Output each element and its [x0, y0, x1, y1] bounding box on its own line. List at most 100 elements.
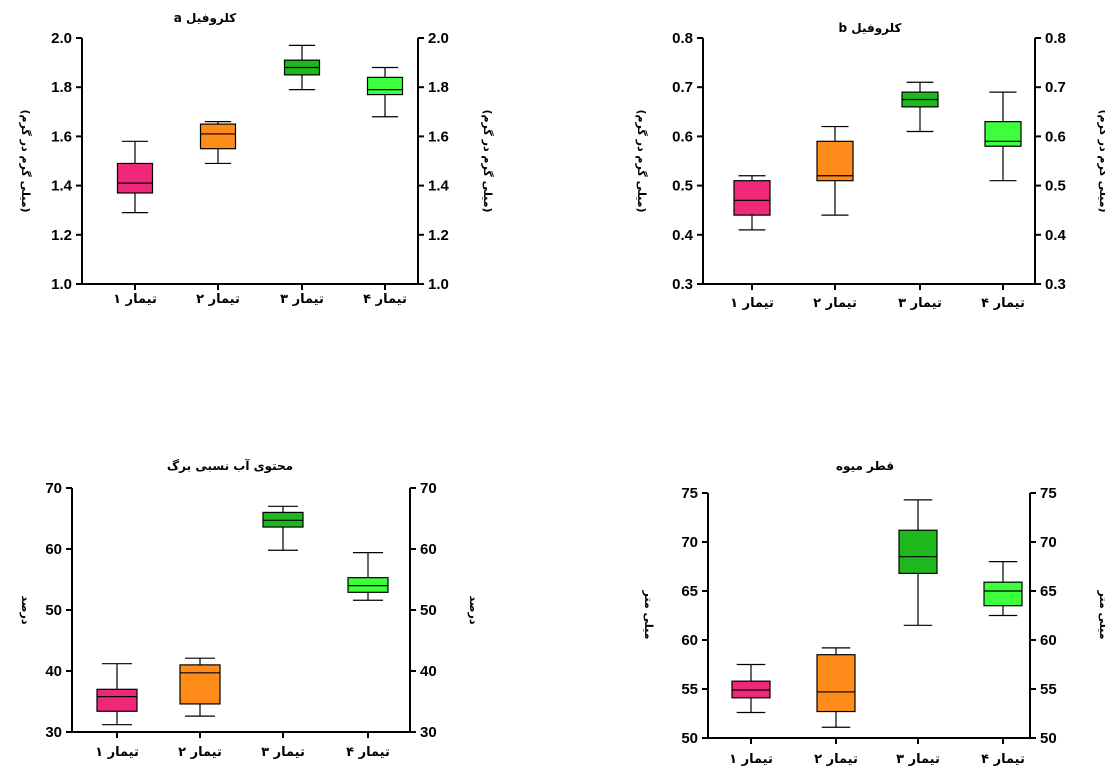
- x-category-label: تیمار ۴: [346, 745, 390, 760]
- chart-title: کلروفیل a: [174, 11, 237, 26]
- box-plot-3: [898, 499, 938, 626]
- x-category-label: تیمار ۴: [981, 752, 1025, 767]
- y-tick-label-right: 0.4: [1045, 227, 1067, 244]
- iqr-box: [179, 664, 221, 705]
- y-tick-label-right: 70: [1040, 534, 1057, 551]
- iqr-box: [984, 121, 1022, 147]
- x-category-label: تیمار ۱: [729, 752, 773, 767]
- y-tick-label-left: 75: [681, 485, 698, 502]
- y-tick-label-right: 1.2: [428, 227, 449, 244]
- chart-title: قطر میوه: [836, 459, 894, 474]
- y-tick-label-right: 40: [420, 663, 437, 680]
- y-tick-label-right: 30: [420, 724, 437, 741]
- chart-panel-3: 30 30 40 40 50 50 60 60 70 70 تیمار ۱ تیمار ۲ تیمار …: [19, 458, 480, 760]
- y-tick-label-left: 40: [45, 663, 62, 680]
- iqr-box: [816, 654, 856, 713]
- box-plot-4: [984, 91, 1022, 182]
- y-tick-label-right: 50: [420, 602, 437, 619]
- y-tick-label-right: 0.5: [1045, 178, 1066, 195]
- box-plot-2: [816, 647, 856, 728]
- iqr-box: [366, 76, 404, 96]
- y-tick-label-left: 2.0: [51, 30, 72, 47]
- y-axis-label-right: میلی متر: [1097, 590, 1105, 640]
- iqr-box: [347, 577, 389, 593]
- y-axis-label-right: (میلی گرم در گرم): [1097, 109, 1105, 212]
- iqr-box: [733, 180, 771, 216]
- y-tick-label-left: 30: [45, 724, 62, 741]
- box-plot-1: [733, 175, 771, 231]
- chart-title: محتوی آب نسبی برگ: [167, 458, 293, 474]
- y-tick-label-right: 65: [1040, 583, 1057, 600]
- y-tick-label-left: 50: [681, 730, 698, 747]
- box-plot-2: [816, 125, 854, 216]
- y-tick-label-left: 0.3: [672, 276, 693, 293]
- y-tick-label-left: 70: [45, 480, 62, 497]
- y-tick-label-left: 0.7: [672, 79, 693, 96]
- x-category-label: تیمار ۱: [113, 292, 157, 307]
- chart-panel-2: 0.3 0.3 0.4 0.4 0.5 0.5 0.6 0.6 0.7 0.7 0.8 0.8 تیما…: [635, 21, 1105, 311]
- y-axis-label-left: درصد: [19, 596, 32, 625]
- y-axis-label-left: میلی متر: [642, 590, 655, 640]
- y-tick-label-right: 0.7: [1045, 79, 1066, 96]
- iqr-box: [116, 162, 154, 194]
- y-axis-label-right: (میلی گرم در گرم): [481, 109, 494, 212]
- y-tick-label-left: 1.8: [51, 79, 72, 96]
- y-tick-label-right: 60: [1040, 632, 1057, 649]
- chart-panel-4: 50 50 55 55 60 60 65 65 70 70 75 75 تیمار ۱ تیمار ۲ تی…: [642, 459, 1105, 767]
- y-tick-label-left: 60: [45, 541, 62, 558]
- y-tick-label-left: 0.5: [672, 178, 693, 195]
- iqr-box: [199, 123, 237, 150]
- x-category-label: تیمار ۲: [814, 752, 858, 767]
- box-plot-4: [347, 552, 389, 601]
- y-tick-label-right: 70: [420, 480, 437, 497]
- chart-title: کلروفیل b: [838, 21, 901, 36]
- y-tick-label-left: 70: [681, 534, 698, 551]
- box-plot-1: [96, 663, 138, 726]
- x-category-label: تیمار ۱: [730, 296, 774, 311]
- iqr-box: [96, 688, 138, 712]
- box-plot-3: [283, 44, 321, 91]
- y-tick-label-right: 75: [1040, 485, 1057, 502]
- y-tick-label-left: 65: [681, 583, 698, 600]
- y-tick-label-right: 1.4: [428, 178, 450, 195]
- x-category-label: تیمار ۳: [280, 292, 324, 307]
- y-tick-label-left: 1.4: [51, 178, 73, 195]
- y-tick-label-left: 60: [681, 632, 698, 649]
- iqr-box: [983, 581, 1023, 607]
- y-tick-label-right: 50: [1040, 730, 1057, 747]
- iqr-box: [262, 511, 304, 528]
- box-plot-3: [901, 81, 939, 133]
- y-tick-label-right: 0.3: [1045, 276, 1066, 293]
- y-tick-label-left: 55: [681, 681, 698, 698]
- chart-panel-1: 1.0 1.0 1.2 1.2 1.4 1.4 1.6 1.6 1.8 1.8 2.0 2.0 تیما…: [19, 11, 494, 307]
- x-category-label: تیمار ۴: [981, 296, 1025, 311]
- y-tick-label-left: 1.6: [51, 128, 72, 145]
- y-tick-label-right: 2.0: [428, 30, 449, 47]
- iqr-box: [898, 529, 938, 574]
- box-plot-4: [983, 560, 1023, 617]
- y-tick-label-right: 55: [1040, 681, 1057, 698]
- x-category-label: تیمار ۲: [178, 745, 222, 760]
- y-tick-label-right: 60: [420, 541, 437, 558]
- x-category-label: تیمار ۲: [813, 296, 857, 311]
- x-category-label: تیمار ۲: [196, 292, 240, 307]
- y-tick-label-right: 1.6: [428, 128, 449, 145]
- box-plot-2: [199, 121, 237, 165]
- y-tick-label-left: 50: [45, 602, 62, 619]
- iqr-box: [816, 140, 854, 182]
- x-category-label: تیمار ۳: [896, 752, 940, 767]
- x-category-label: تیمار ۴: [363, 292, 407, 307]
- y-tick-label-right: 1.8: [428, 79, 449, 96]
- y-axis-label-left: (میلی گرم در گرم): [635, 109, 648, 212]
- box-plot-2: [179, 657, 221, 717]
- y-tick-label-left: 0.8: [672, 30, 693, 47]
- box-plot-1: [116, 140, 154, 214]
- y-tick-label-left: 1.0: [51, 276, 72, 293]
- box-plot-1: [731, 663, 771, 714]
- box-plot-3: [262, 505, 304, 551]
- box-plot-4: [366, 66, 404, 118]
- y-tick-label-right: 0.8: [1045, 30, 1066, 47]
- y-tick-label-left: 1.2: [51, 227, 72, 244]
- x-category-label: تیمار ۳: [898, 296, 942, 311]
